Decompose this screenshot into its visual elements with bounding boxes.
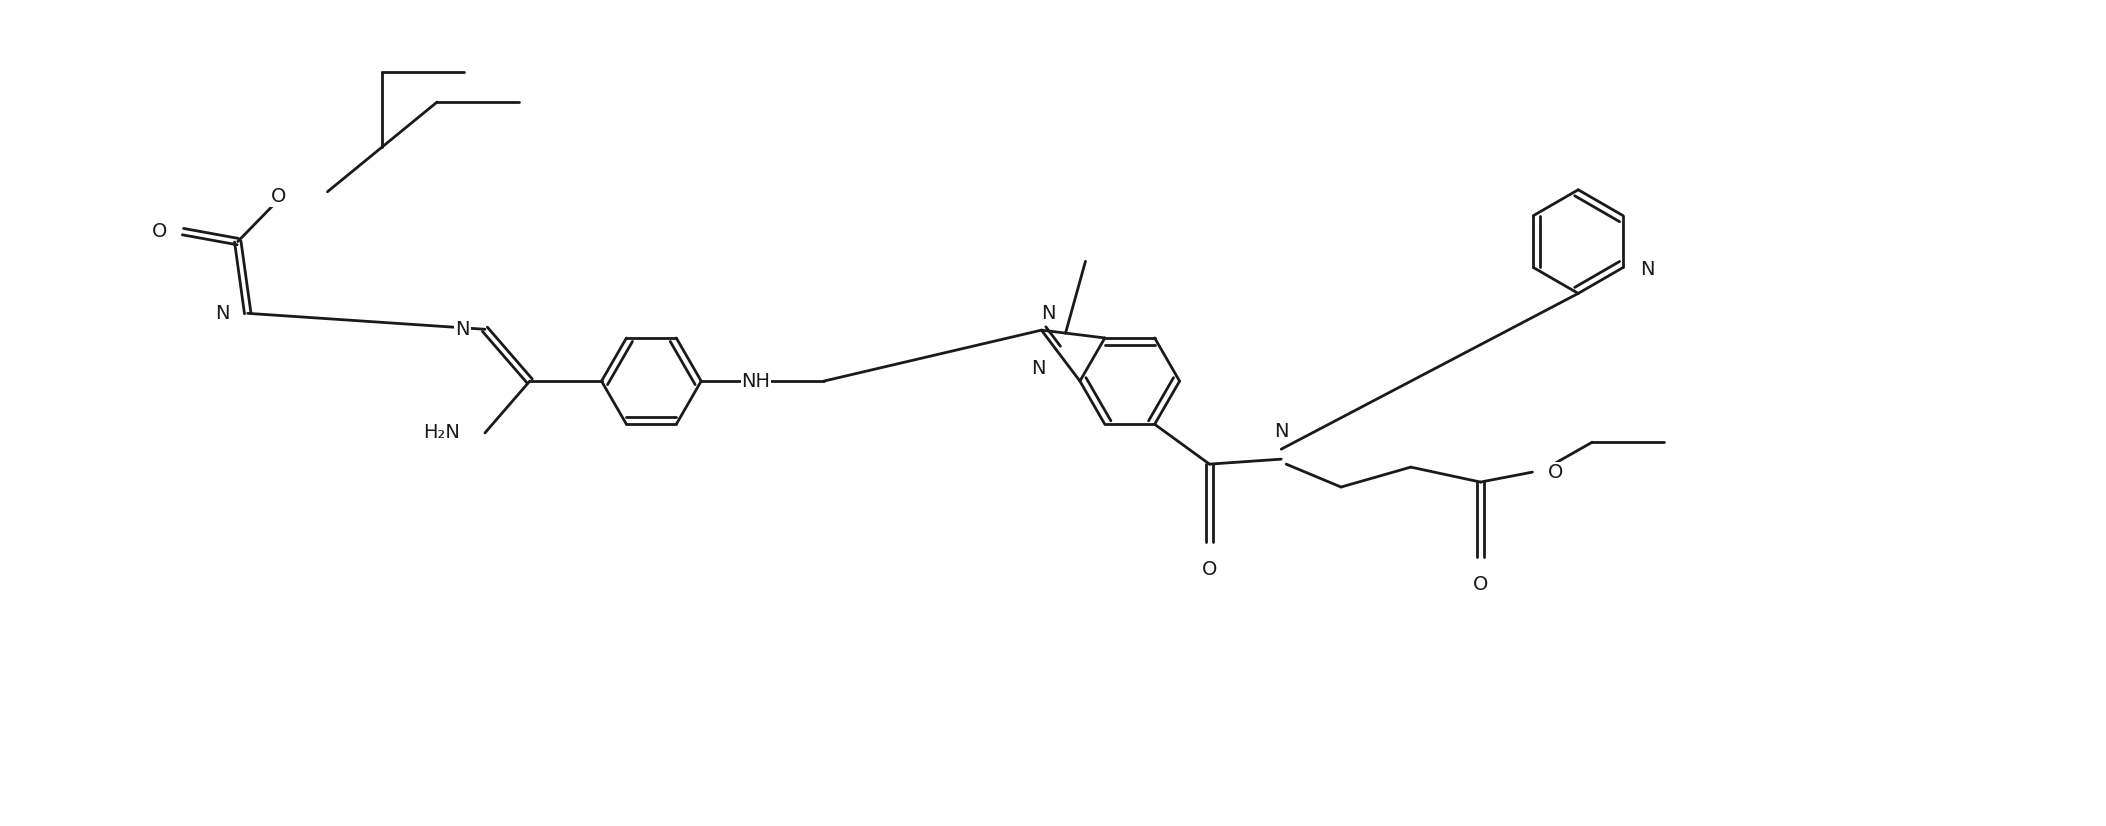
Text: O: O: [1472, 575, 1489, 594]
Text: N: N: [215, 304, 230, 323]
Text: O: O: [152, 222, 166, 241]
Text: N: N: [1040, 304, 1055, 323]
Text: O: O: [1203, 560, 1217, 579]
Text: N: N: [1032, 359, 1047, 378]
Text: NH: NH: [741, 372, 771, 391]
Text: H₂N: H₂N: [423, 424, 459, 443]
Text: N: N: [455, 320, 470, 339]
Text: N: N: [1274, 422, 1289, 441]
Text: O: O: [1548, 463, 1563, 482]
Text: O: O: [272, 188, 286, 206]
Text: N: N: [1641, 260, 1655, 279]
